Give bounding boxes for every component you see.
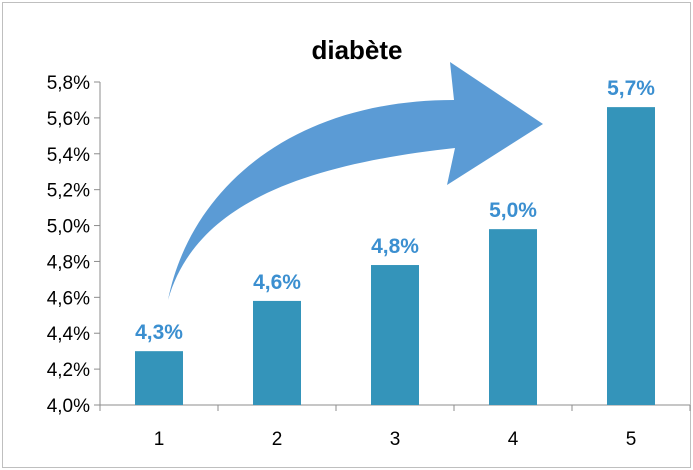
y-tick-label: 4,2% [47,360,90,381]
data-label: 4,6% [253,271,301,294]
bars [135,107,655,405]
data-label: 5,0% [489,199,537,222]
bar [607,107,655,405]
x-tick-label: 3 [390,429,401,450]
y-tick-label: 5,4% [47,145,90,166]
y-tick-label: 4,8% [47,252,90,273]
data-labels: 4,3% 4,6% 4,8% 5,0% 5,7% [135,77,655,344]
y-tick-label: 5,8% [47,73,90,94]
x-tick-label: 4 [508,429,519,450]
x-axis: 1 2 3 4 5 [99,404,691,450]
y-tick-label: 5,2% [47,181,90,202]
x-tick-label: 5 [626,429,637,450]
data-label: 5,7% [607,77,655,100]
y-axis: 4,0% 4,2% 4,4% 4,6% 4,8% 5,0% 5,2% 5,4% 5,6% 5,8% [47,73,101,417]
y-tick-label: 4,4% [47,324,90,345]
chart-title: diabète [311,35,402,65]
x-tick-label: 2 [272,429,283,450]
bar [489,229,537,405]
data-label: 4,8% [371,235,419,258]
y-tick-label: 5,6% [47,109,90,130]
bar [253,300,301,405]
bar [135,351,183,405]
data-label: 4,3% [135,321,183,344]
trend-arrow-icon [168,62,543,300]
bar [371,265,419,405]
y-tick-label: 4,6% [47,288,90,309]
y-tick-label: 5,0% [47,217,90,238]
y-tick-label: 4,0% [47,396,90,417]
x-tick-label: 1 [154,429,165,450]
